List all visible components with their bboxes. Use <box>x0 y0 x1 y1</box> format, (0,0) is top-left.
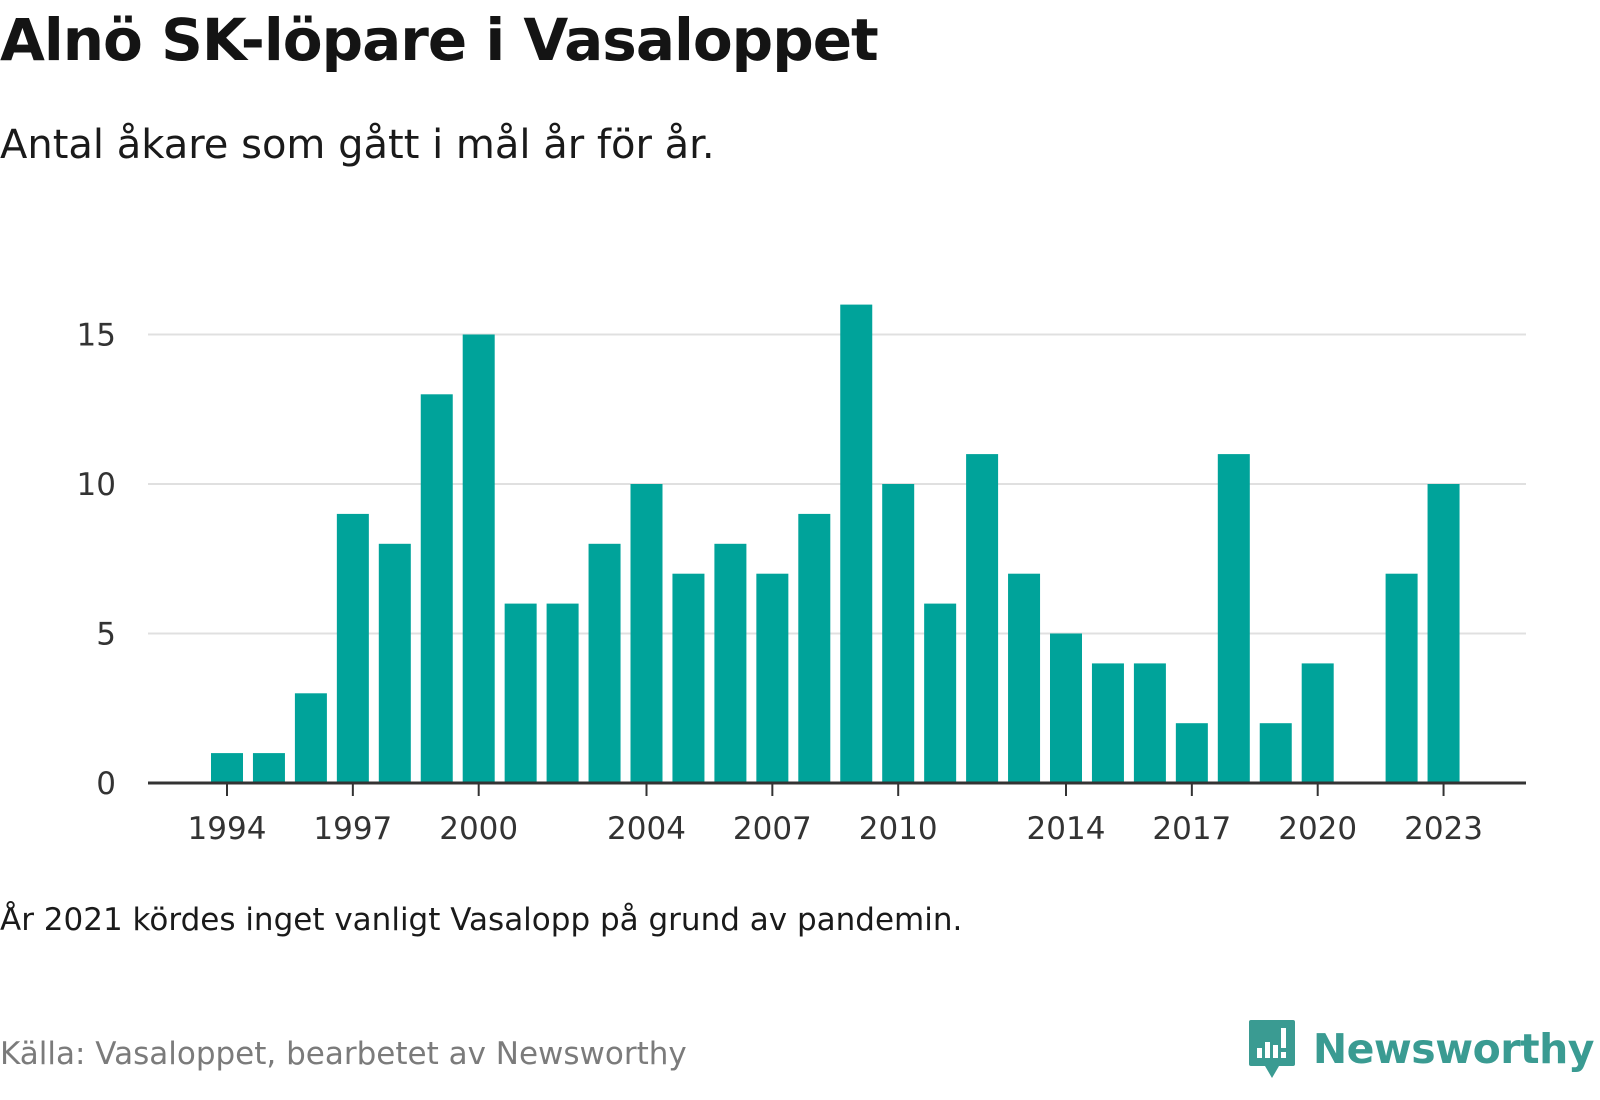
x-tick-label-2020: 2020 <box>1278 811 1357 847</box>
bar-1994 <box>211 753 243 783</box>
chart-subtitle: Antal åkare som gått i mål år för år. <box>0 122 715 168</box>
bar-2006 <box>714 543 747 783</box>
bar-2016 <box>1133 663 1166 783</box>
bar-2004 <box>630 484 663 783</box>
bar-1996 <box>294 693 327 783</box>
bar-2012 <box>966 454 999 783</box>
axes: 0 5 10 15 1994 1997 2000 2004 2007 2010 2014 2017 20… <box>77 318 1526 847</box>
bar-2019 <box>1259 723 1292 783</box>
bar-2013 <box>1008 573 1041 783</box>
bar-2000 <box>462 334 495 783</box>
bar-chart: 0 5 10 15 1994 1997 2000 2004 2007 2010 2014 2017 20… <box>77 304 1526 847</box>
bar-2005 <box>672 573 705 783</box>
y-tick-label-15: 15 <box>77 318 116 354</box>
bar-2022 <box>1385 573 1418 783</box>
bar-1999 <box>420 394 453 783</box>
bar-2007 <box>756 573 789 783</box>
bar-2002 <box>546 603 579 783</box>
bar-2001 <box>504 603 537 783</box>
bar-2009 <box>840 304 873 783</box>
brand-logo: Newsworthy <box>1247 1018 1595 1080</box>
bar-2011 <box>924 603 957 783</box>
x-tick-label-2010: 2010 <box>859 811 938 847</box>
bar-2003 <box>588 543 621 783</box>
bar-2018 <box>1217 454 1250 783</box>
bars <box>211 304 1460 783</box>
x-tick-label-2007: 2007 <box>733 811 812 847</box>
footnote: År 2021 kördes inget vanligt Vasalopp på… <box>0 902 963 938</box>
y-tick-label-0: 0 <box>96 766 116 802</box>
bar-2023 <box>1427 484 1460 783</box>
bar-2008 <box>798 513 831 783</box>
bar-1997 <box>336 513 369 783</box>
x-tick-label-2014: 2014 <box>1027 811 1106 847</box>
chart-title: Alnö SK-löpare i Vasaloppet <box>0 6 879 74</box>
x-tick-label-2000: 2000 <box>439 811 518 847</box>
bar-2014 <box>1050 633 1082 783</box>
x-tick-label-1997: 1997 <box>313 811 392 847</box>
x-tick-label-2004: 2004 <box>607 811 686 847</box>
bar-1995 <box>252 753 285 783</box>
y-tick-label-5: 5 <box>96 617 116 653</box>
x-tick-label-1994: 1994 <box>188 811 267 847</box>
x-tick-label-2023: 2023 <box>1404 811 1483 847</box>
x-tick-label-2017: 2017 <box>1152 811 1231 847</box>
bar-2020 <box>1301 663 1334 783</box>
gridlines <box>148 333 1526 635</box>
bar-2017 <box>1175 723 1208 783</box>
brand-name: Newsworthy <box>1312 1025 1595 1073</box>
source-credit: Källa: Vasaloppet, bearbetet av Newswort… <box>0 1036 687 1072</box>
bar-1998 <box>378 543 411 783</box>
bar-2010 <box>882 484 915 783</box>
bar-2015 <box>1091 663 1124 783</box>
y-tick-label-10: 10 <box>77 467 116 503</box>
newsworthy-logo-icon <box>1248 1020 1295 1078</box>
